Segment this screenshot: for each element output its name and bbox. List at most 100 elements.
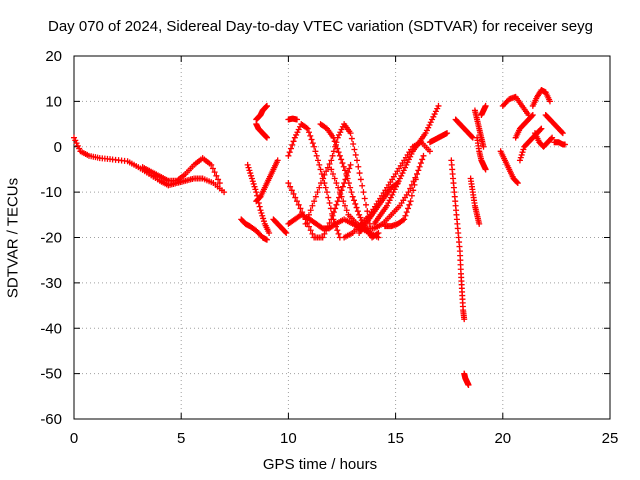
data-point xyxy=(250,180,257,187)
data-point xyxy=(307,132,314,139)
data-point xyxy=(338,126,345,133)
data-point xyxy=(260,218,267,225)
data-point xyxy=(305,129,312,136)
data-point xyxy=(403,209,410,216)
data-point xyxy=(312,193,319,200)
data-point xyxy=(517,154,524,161)
data-point xyxy=(302,220,309,227)
data-point xyxy=(216,180,223,187)
data-point xyxy=(435,102,442,109)
data-point xyxy=(334,227,341,234)
data-point xyxy=(274,157,281,164)
data-point xyxy=(256,203,263,210)
data-point xyxy=(430,113,437,120)
data-point xyxy=(363,201,370,208)
data-point xyxy=(427,119,434,126)
data-point xyxy=(329,152,336,159)
data-point xyxy=(287,145,294,152)
data-point xyxy=(322,184,329,191)
data-point xyxy=(332,141,339,148)
data-point xyxy=(334,198,341,205)
data-point xyxy=(400,167,407,174)
data-point xyxy=(293,131,300,138)
data-point xyxy=(286,149,293,156)
data-point xyxy=(314,189,321,196)
data-point xyxy=(248,175,255,182)
data-point xyxy=(259,212,266,219)
data-point xyxy=(305,223,312,230)
data-point xyxy=(334,145,341,152)
data-point xyxy=(410,187,417,194)
data-point xyxy=(337,129,344,136)
data-point xyxy=(283,229,290,236)
data-point xyxy=(249,178,256,185)
data-point xyxy=(513,179,520,186)
data-point xyxy=(307,227,314,234)
data-point xyxy=(351,146,358,153)
data-point xyxy=(405,205,412,212)
data-point xyxy=(246,167,253,174)
data-point xyxy=(412,176,419,183)
data-point xyxy=(308,136,315,143)
data-point xyxy=(295,126,302,133)
data-point xyxy=(331,138,338,145)
data-point xyxy=(323,168,330,175)
data-point xyxy=(342,167,349,174)
data-point xyxy=(482,166,489,173)
data-point xyxy=(349,193,356,200)
data-point xyxy=(309,140,316,147)
data-point xyxy=(401,216,408,223)
data-point xyxy=(558,129,565,136)
data-point xyxy=(339,160,346,167)
data-point xyxy=(304,216,311,223)
data-point xyxy=(285,152,292,159)
data-point xyxy=(537,126,544,133)
data-point xyxy=(319,175,326,182)
data-point xyxy=(407,153,414,160)
data-point xyxy=(329,212,336,219)
data-point xyxy=(211,169,218,176)
data-point xyxy=(402,212,409,219)
data-point xyxy=(213,172,220,179)
data-point xyxy=(347,184,354,191)
data-point xyxy=(399,217,406,224)
data-point xyxy=(328,216,335,223)
data-point xyxy=(325,194,332,201)
data-point xyxy=(340,163,347,170)
data-point xyxy=(263,102,270,109)
data-point xyxy=(356,211,363,218)
data-point xyxy=(263,236,270,243)
data-point xyxy=(215,176,222,183)
data-point xyxy=(419,156,426,163)
data-point xyxy=(313,152,320,159)
data-point xyxy=(390,189,397,196)
data-point xyxy=(73,140,80,147)
axes: 0 5 10 15 20 25 -60 -50 -40 -30 -20 -10 0 10 20 xyxy=(40,48,618,447)
data-point xyxy=(331,175,338,182)
data-point xyxy=(324,164,331,171)
data-point xyxy=(260,215,267,222)
data-point xyxy=(347,161,354,168)
data-point xyxy=(295,201,302,208)
data-point xyxy=(394,180,401,187)
data-point xyxy=(333,201,340,208)
x-tick-label: 25 xyxy=(602,430,619,447)
data-point xyxy=(351,197,358,204)
data-point xyxy=(423,127,430,134)
data-point xyxy=(415,167,422,174)
data-point xyxy=(336,152,343,159)
data-point xyxy=(348,135,355,142)
data-point xyxy=(422,130,429,137)
data-point xyxy=(305,211,312,218)
data-point xyxy=(416,163,423,170)
data-point xyxy=(426,148,433,155)
data-point xyxy=(297,205,304,212)
data-point xyxy=(357,176,364,183)
data-point xyxy=(429,116,436,123)
x-axis-label: GPS time / hours xyxy=(262,456,378,473)
y-tick-label: -30 xyxy=(40,275,62,292)
data-point xyxy=(425,124,432,131)
data-point xyxy=(263,134,270,141)
data-point xyxy=(514,180,521,187)
